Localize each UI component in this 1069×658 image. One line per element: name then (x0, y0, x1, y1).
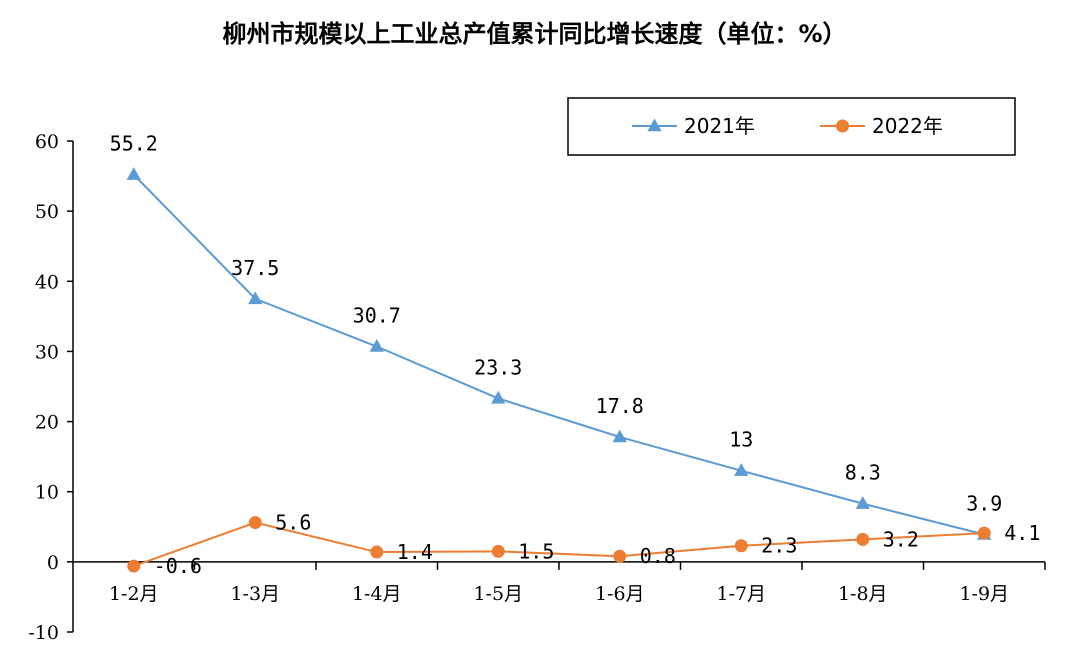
series-layer (126, 167, 992, 573)
y-tick-label: 10 (35, 482, 59, 504)
data-point (977, 526, 991, 540)
legend-marker-2 (836, 119, 849, 133)
data-label: 8.3 (845, 461, 881, 485)
data-point (855, 496, 870, 509)
data-point (248, 516, 262, 530)
data-label: 3.2 (883, 527, 919, 551)
data-label: 1.5 (518, 539, 554, 563)
x-tick-label: 1-4月 (352, 583, 402, 605)
y-tick-label: 0 (47, 552, 59, 574)
data-labels: 55.2 37.5 30.7 23.3 17.8 13 8.3 3.9 -0.6 5.6 1.4 1.… (110, 132, 1041, 578)
legend-label-1: 2021年 (684, 114, 755, 138)
y-tick-label: 40 (35, 271, 59, 293)
legend: 2021年 2022年 (567, 97, 1016, 156)
data-label: 3.9 (966, 492, 1002, 516)
chart-title: 柳州市规模以上工业总产值累计同比增长速度（单位：%） (222, 20, 847, 48)
data-point (613, 549, 627, 563)
data-point (734, 539, 748, 553)
x-tick-label: 1-7月 (716, 583, 766, 605)
x-tick-label: 1-8月 (838, 583, 888, 605)
data-label: 37.5 (231, 256, 279, 280)
series-line-1 (133, 173, 985, 536)
data-point (127, 559, 141, 573)
data-point (734, 463, 749, 476)
data-label: 1.4 (397, 540, 433, 564)
x-tick-label: 1-3月 (230, 583, 280, 605)
data-point (126, 167, 141, 180)
data-label: 2.3 (761, 534, 797, 558)
series-line-2 (133, 521, 985, 568)
data-label: 4.1 (1004, 521, 1040, 545)
data-label: 13 (729, 428, 753, 452)
data-point (369, 339, 384, 352)
data-point (491, 390, 506, 404)
x-tick-label: 1-9月 (959, 583, 1009, 605)
y-tick-label: 50 (35, 201, 59, 223)
legend-marker-1 (647, 118, 662, 132)
y-tick-label: 20 (35, 412, 59, 434)
data-point (612, 429, 627, 443)
legend-label-2: 2022年 (872, 114, 943, 138)
x-tick-label: 1-6月 (595, 583, 645, 605)
y-tick-label: 30 (35, 341, 59, 363)
x-tick-label: 1-5月 (473, 583, 523, 605)
y-tick-label: -10 (28, 622, 59, 644)
data-label: 23.3 (474, 355, 522, 379)
data-label: -0.6 (154, 554, 202, 578)
data-label: 17.8 (596, 394, 644, 418)
data-point (491, 544, 505, 558)
data-point (370, 545, 384, 559)
data-label: 30.7 (353, 304, 401, 328)
axes: -10 0 10 20 30 40 50 60 1-2月 1-3月 1-4月 1-5月 1-6月 1-7月… (28, 131, 1046, 644)
data-label: 0.8 (640, 544, 676, 568)
data-point (856, 532, 870, 546)
x-tick-label: 1-2月 (109, 583, 159, 605)
y-tick-label: 60 (35, 131, 59, 153)
data-label: 5.6 (275, 511, 311, 535)
data-label: 55.2 (110, 132, 158, 156)
data-point (248, 291, 263, 305)
